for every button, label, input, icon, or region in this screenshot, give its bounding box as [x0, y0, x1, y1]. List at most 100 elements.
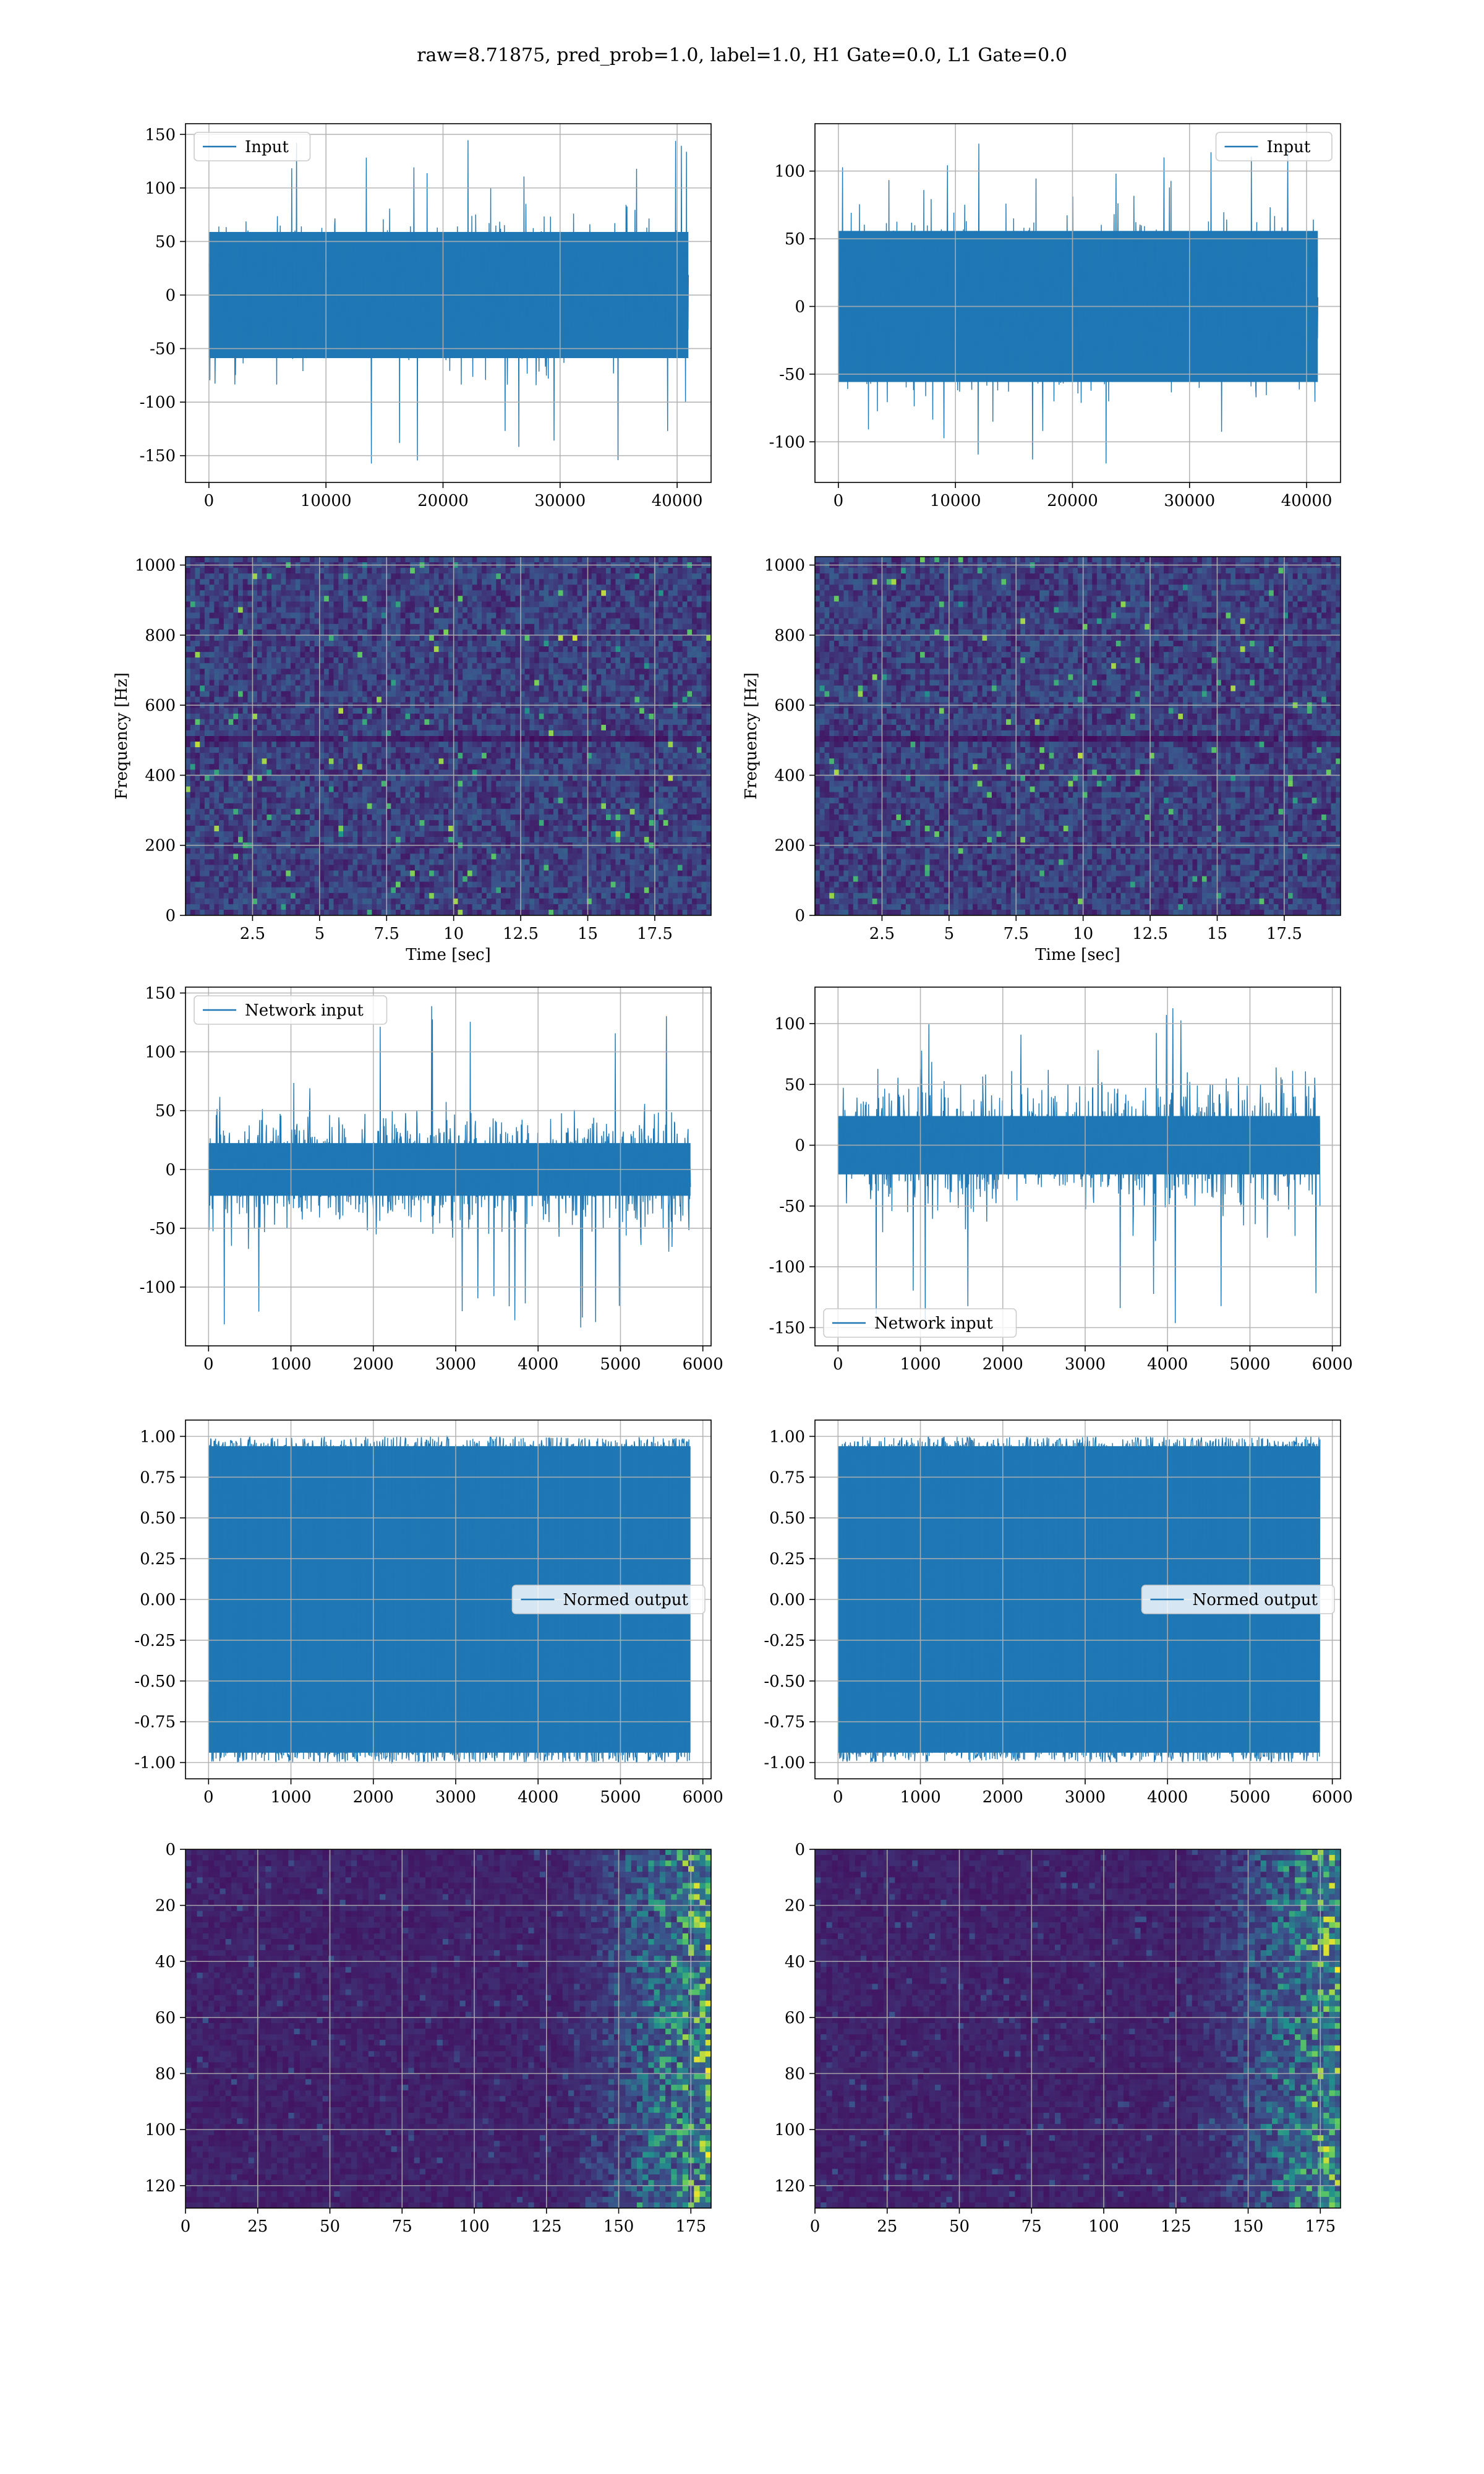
heatmap-cell	[610, 764, 616, 770]
heatmap-cell	[458, 674, 463, 680]
heatmap-cell	[410, 579, 416, 585]
heatmap-cell	[419, 663, 425, 669]
heatmap-cell	[601, 579, 607, 585]
heatmap-cell	[396, 618, 401, 625]
heatmap-cell	[654, 612, 659, 619]
heatmap-cell	[629, 579, 635, 585]
heatmap-cell	[558, 719, 563, 726]
heatmap-cell	[257, 623, 263, 630]
heatmap-cell	[629, 607, 635, 614]
heatmap-cell	[314, 618, 320, 625]
heatmap-cell	[195, 719, 200, 726]
heatmap-cell	[572, 669, 578, 675]
heatmap-cell	[328, 696, 335, 703]
heatmap-cell	[448, 557, 454, 563]
heatmap-cell	[262, 640, 267, 647]
heatmap-cell	[219, 713, 224, 720]
heatmap-cell	[300, 646, 305, 653]
heatmap-cell	[625, 568, 631, 574]
heatmap-cell	[228, 579, 234, 585]
heatmap-cell	[453, 646, 458, 653]
heatmap-cell	[271, 730, 277, 737]
heatmap-cell	[491, 713, 497, 720]
heatmap-cell	[262, 618, 267, 625]
heatmap-cell	[486, 607, 492, 614]
heatmap-cell	[328, 803, 335, 810]
heatmap-cell	[200, 579, 205, 585]
heatmap-cell	[687, 781, 693, 787]
heatmap-cell	[563, 601, 568, 608]
heatmap-cell	[577, 730, 582, 737]
heatmap-cell	[544, 691, 549, 698]
heatmap-cell	[610, 719, 616, 726]
heatmap-cell	[544, 623, 549, 630]
heatmap-cell	[548, 747, 554, 753]
heatmap-cell	[524, 764, 530, 770]
heatmap-cell	[372, 680, 377, 687]
heatmap-cell	[414, 646, 420, 653]
heatmap-cell	[276, 590, 282, 597]
heatmap-cell	[677, 596, 683, 602]
heatmap-cell	[453, 708, 458, 714]
heatmap-cell	[544, 568, 549, 574]
heatmap-cell	[357, 685, 363, 692]
heatmap-cell	[482, 685, 487, 692]
heatmap-cell	[568, 674, 573, 680]
heatmap-cell	[591, 629, 597, 636]
heatmap-cell	[443, 736, 449, 742]
heatmap-cell	[257, 596, 263, 602]
heatmap-cell	[491, 579, 497, 585]
heatmap-cell	[352, 590, 358, 597]
heatmap-cell	[477, 657, 482, 664]
heatmap-cell	[482, 584, 487, 591]
heatmap-cell	[295, 652, 301, 658]
heatmap-cell	[267, 691, 272, 698]
heatmap-cell	[510, 669, 516, 675]
heatmap-cell	[572, 601, 578, 608]
heatmap-cell	[195, 786, 200, 793]
heatmap-cell	[343, 792, 349, 798]
heatmap-cell	[195, 674, 200, 680]
heatmap-cell	[396, 596, 401, 602]
heatmap-cell	[687, 708, 693, 714]
heatmap-cell	[405, 596, 411, 602]
heatmap-cell	[438, 708, 444, 714]
heatmap-cell	[271, 724, 277, 731]
heatmap-cell	[644, 797, 650, 804]
heatmap-cell	[448, 623, 454, 630]
heatmap-cell	[271, 781, 277, 787]
heatmap-cell	[659, 719, 664, 726]
heatmap-cell	[582, 713, 587, 720]
heatmap-cell	[491, 685, 497, 692]
heatmap-cell	[305, 719, 310, 726]
heatmap-cell	[591, 792, 597, 798]
heatmap-cell	[377, 742, 382, 748]
heatmap-cell	[467, 691, 473, 698]
heatmap-cell	[200, 629, 205, 636]
heatmap-cell	[634, 691, 640, 698]
heatmap-cell	[242, 792, 248, 798]
heatmap-cell	[209, 607, 215, 614]
heatmap-cell	[257, 719, 263, 726]
heatmap-cell	[486, 629, 492, 636]
heatmap-cell	[414, 557, 420, 563]
heatmap-cell	[396, 607, 401, 614]
heatmap-cell	[610, 781, 616, 787]
heatmap-cell	[620, 797, 626, 804]
heatmap-cell	[386, 708, 391, 714]
heatmap-cell	[668, 708, 673, 714]
heatmap-cell	[405, 769, 411, 776]
heatmap-cell	[343, 646, 349, 653]
heatmap-cell	[372, 640, 377, 647]
heatmap-cell	[242, 742, 248, 748]
heatmap-cell	[696, 685, 702, 692]
heatmap-cell	[687, 612, 693, 619]
heatmap-cell	[295, 612, 301, 619]
heatmap-cell	[682, 618, 688, 625]
heatmap-cell	[510, 803, 516, 810]
heatmap-cell	[458, 696, 463, 703]
heatmap-cell	[438, 652, 444, 658]
heatmap-cell	[529, 612, 535, 619]
heatmap-cell	[505, 657, 511, 664]
heatmap-cell	[429, 792, 435, 798]
